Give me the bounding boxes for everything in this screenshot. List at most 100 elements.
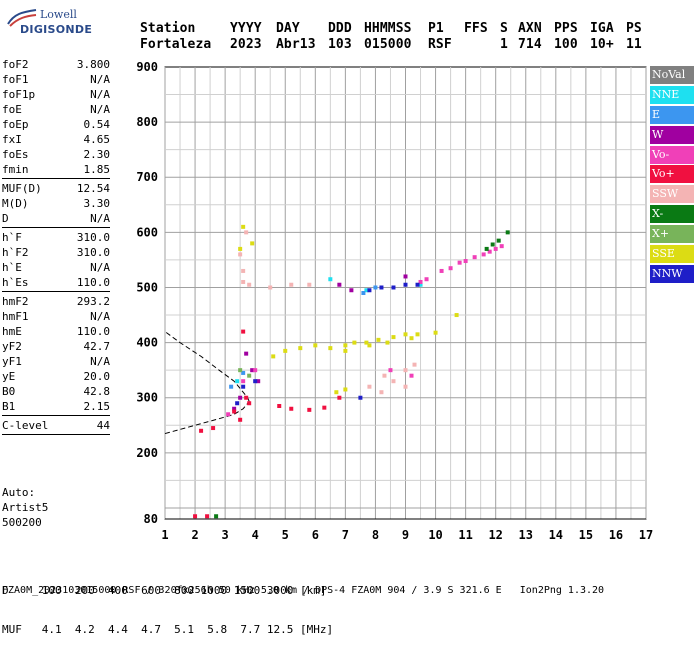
autoscaling-info: Auto: Artist5 500200 — [2, 485, 48, 530]
point-vo — [241, 329, 246, 334]
point-nnw — [415, 282, 420, 287]
legend-item-nne: NNE — [650, 85, 694, 104]
point-ssw — [403, 368, 408, 373]
param-value: N/A — [90, 73, 110, 86]
point-nnw — [235, 401, 240, 406]
point-x — [490, 242, 495, 247]
point-vo — [472, 255, 477, 260]
param-name: foEs — [2, 148, 29, 161]
ionogram-chart: 1 2 3 4 5 6 7 8 9 10 11 12 13 14 15 16 17802003004005006… — [136, 60, 653, 542]
header-label-10: IGA — [590, 21, 614, 36]
muf-table: D 100 200 400 600 800 1000 1500 3000 [km… — [2, 558, 333, 649]
point-nnw — [358, 395, 363, 400]
point-ssw — [367, 384, 372, 389]
y-tick-label: 400 — [136, 336, 158, 350]
point-ssw — [247, 282, 252, 287]
point-vo — [238, 417, 243, 422]
point-sse — [334, 390, 339, 395]
point-x — [505, 230, 510, 235]
param-name: hmF2 — [2, 295, 29, 308]
point-w — [349, 288, 354, 293]
param-value: N/A — [90, 212, 110, 225]
param-row: D N/A — [2, 212, 110, 227]
header-label-11: PS — [626, 21, 642, 36]
point-ssw — [268, 285, 273, 290]
param-value: 12.54 — [76, 182, 110, 195]
param-separator — [2, 227, 110, 228]
logo-brand: Lowell — [40, 8, 77, 21]
chart-legend: NoVal NNE E W Vo- Vo+ SSW X- X+ SSE NNW — [650, 66, 694, 285]
param-value: 42.8 — [83, 385, 111, 398]
header-value-2: Abr13 — [276, 37, 316, 52]
param-name: foE — [2, 103, 22, 116]
header-value-3: 103 — [328, 37, 352, 52]
point-sse — [271, 354, 276, 359]
point-sse — [385, 340, 390, 345]
auto-label: Auto: — [2, 486, 36, 499]
point-vo — [226, 412, 231, 417]
header-label-2: DAY — [276, 21, 300, 36]
x-tick-label: 1 — [161, 528, 168, 542]
point-vo — [499, 244, 504, 249]
file-info-line: FZA0M_2023103015000.RSF / 320fx256h 50 k… — [2, 585, 605, 596]
point-sse — [352, 340, 357, 345]
param-value: 20.0 — [83, 370, 111, 383]
param-row: yE 20.0 — [2, 370, 110, 385]
point-vo — [193, 514, 198, 519]
param-value: N/A — [90, 88, 110, 101]
point-nnw — [391, 285, 396, 290]
x-tick-label: 17 — [639, 528, 653, 542]
x-tick-label: 15 — [579, 528, 593, 542]
x-tick-label: 16 — [609, 528, 623, 542]
param-name: hmE — [2, 325, 22, 338]
param-row: h`E N/A — [2, 261, 110, 276]
param-row: foEs 2.30 — [2, 148, 110, 163]
point-nne — [328, 277, 333, 282]
point-nnw — [367, 288, 372, 293]
x-tick-label: 6 — [312, 528, 319, 542]
param-row: foF2 3.800 — [2, 58, 110, 73]
param-name: C-level — [2, 419, 49, 432]
point-ssw — [238, 252, 243, 257]
y-tick-label: 900 — [136, 60, 158, 74]
point-nne — [235, 379, 240, 384]
point-ssw — [382, 373, 387, 378]
param-row: h`Es 110.0 — [2, 276, 110, 291]
y-tick-label: 80 — [144, 512, 158, 526]
point-w — [250, 368, 255, 373]
point-nne — [418, 282, 423, 287]
header-label-7: S — [500, 21, 508, 36]
point-sse — [376, 337, 381, 342]
legend-item-nnw: NNW — [650, 264, 694, 283]
point-nnw — [241, 384, 246, 389]
point-sse — [391, 335, 396, 340]
x-tick-label: 14 — [549, 528, 563, 542]
y-tick-label: 200 — [136, 446, 158, 460]
point-x — [484, 246, 489, 251]
param-value: 2.15 — [83, 400, 111, 413]
param-name: h`F — [2, 231, 22, 244]
x-tick-label: 10 — [428, 528, 442, 542]
auto-program: Artist5 — [2, 501, 49, 514]
point-w — [256, 379, 261, 384]
param-value: 1.85 — [83, 163, 111, 176]
point-sse — [343, 387, 348, 392]
param-value: 44 — [96, 419, 110, 432]
point-vo — [418, 279, 423, 284]
point-ssw — [412, 362, 417, 367]
param-row: foF1 N/A — [2, 73, 110, 88]
param-name: fmin — [2, 163, 29, 176]
point-vo — [199, 428, 204, 433]
distance-row: D 100 200 400 600 800 1000 1500 3000 [km… — [2, 584, 327, 597]
point-sse — [403, 332, 408, 337]
point-vo — [424, 277, 429, 282]
param-value: 310.0 — [76, 246, 110, 259]
point-sse — [415, 332, 420, 337]
header-value-1: 2023 — [230, 37, 262, 52]
param-value: N/A — [90, 103, 110, 116]
point-vo — [247, 401, 252, 406]
x-tick-label: 2 — [191, 528, 198, 542]
param-name: B1 — [2, 400, 16, 413]
point-w — [238, 395, 243, 400]
param-row: h`F 310.0 — [2, 231, 110, 246]
